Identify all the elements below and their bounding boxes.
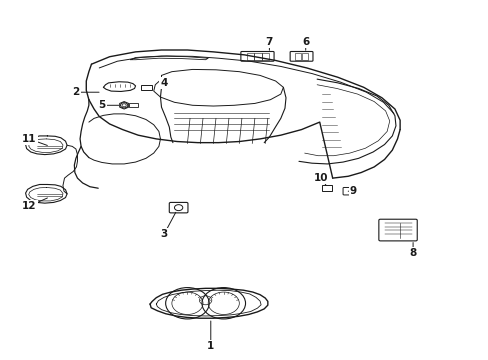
Text: 7: 7: [265, 37, 272, 47]
Text: 2: 2: [72, 87, 80, 97]
Text: 11: 11: [22, 134, 37, 144]
Text: 4: 4: [160, 78, 167, 88]
Text: 5: 5: [98, 100, 105, 110]
Text: 6: 6: [302, 37, 309, 47]
Text: 12: 12: [22, 201, 37, 211]
Text: 8: 8: [408, 248, 416, 258]
Text: 9: 9: [349, 186, 356, 196]
Text: 3: 3: [160, 229, 167, 239]
Text: 10: 10: [313, 173, 328, 183]
Text: 1: 1: [207, 341, 214, 351]
